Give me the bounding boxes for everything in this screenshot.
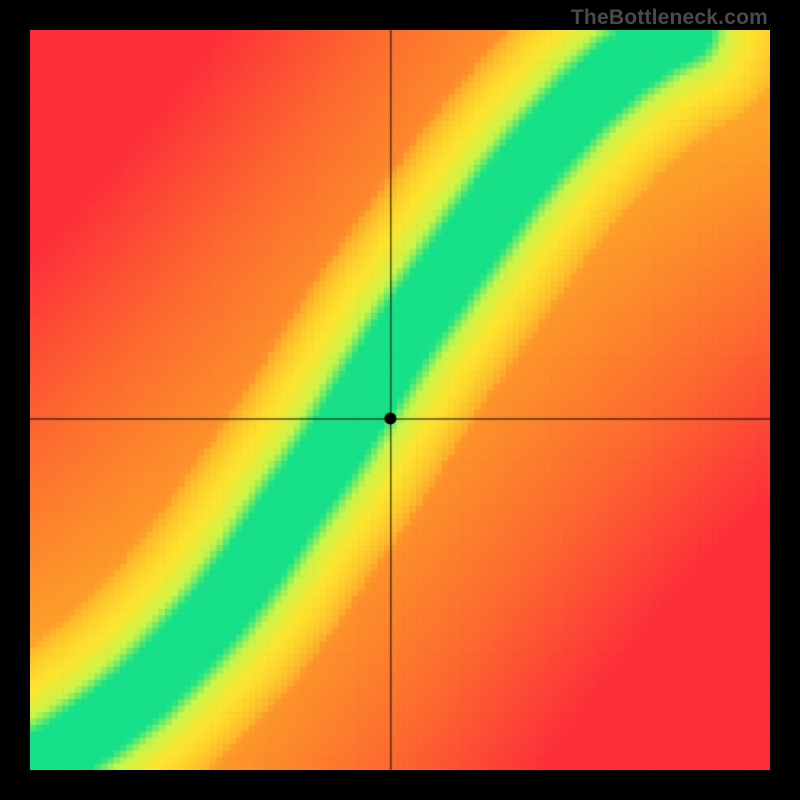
- chart-frame: { "watermark": { "text": "TheBottleneck.…: [0, 0, 800, 800]
- heatmap-plot: [30, 30, 770, 770]
- watermark-text: TheBottleneck.com: [571, 6, 768, 30]
- heatmap-canvas: [30, 30, 770, 770]
